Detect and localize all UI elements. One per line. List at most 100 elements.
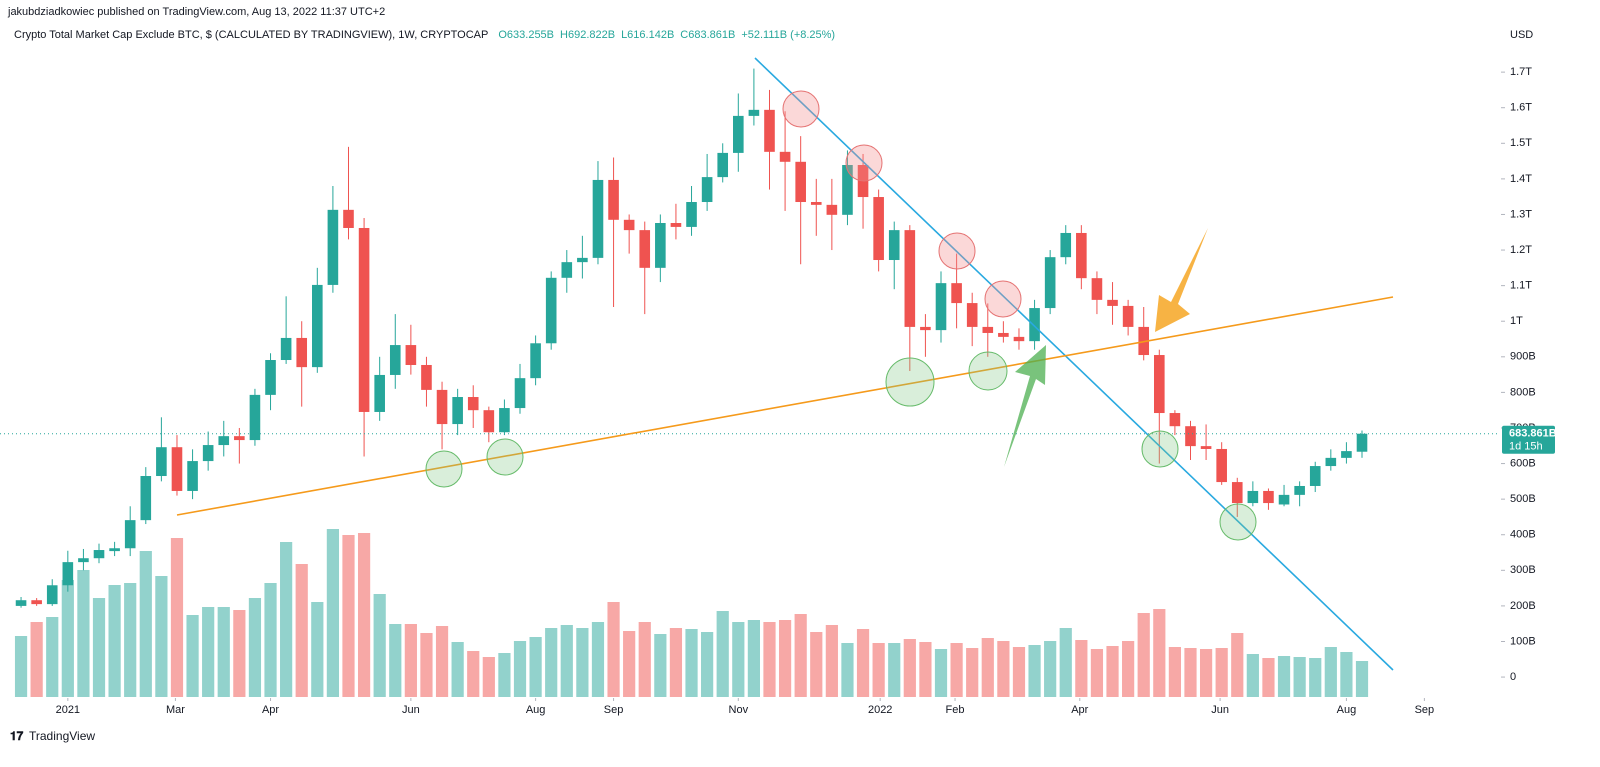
y-tick-label: 1.5T — [1510, 137, 1532, 149]
x-tick-label: Mar — [166, 704, 185, 716]
candle-body — [171, 447, 183, 491]
candle-body — [405, 345, 417, 365]
support-circle — [885, 357, 935, 407]
y-tick-label: 1.1T — [1510, 280, 1532, 292]
price-axis: 0100B200B300B400B500B600B700B800B900B1T1… — [56, 66, 1557, 716]
volume-bar — [841, 643, 854, 697]
candle-body — [452, 397, 463, 425]
volume-bar — [30, 622, 43, 697]
trend-line — [754, 57, 1394, 671]
volume-bar — [1168, 647, 1181, 697]
y-tick-label: 300B — [1510, 564, 1536, 576]
volume-bar — [233, 610, 246, 697]
volume-bar — [856, 629, 870, 697]
candle-body — [218, 436, 230, 446]
candle-body — [140, 476, 152, 521]
candle-body — [1060, 232, 1072, 258]
volume-bar — [872, 643, 885, 697]
candle-body — [1107, 299, 1118, 306]
candle-body — [1263, 490, 1274, 504]
candle-body — [202, 445, 214, 462]
support-circle — [1219, 503, 1257, 541]
y-tick-label: 900B — [1510, 351, 1536, 363]
volume-bar — [170, 538, 184, 697]
candle-body — [312, 284, 323, 368]
volume-bar — [217, 607, 230, 697]
candle-body — [1091, 278, 1103, 300]
y-tick-label: 800B — [1510, 386, 1536, 398]
volume-bar — [1293, 657, 1306, 697]
candle-body — [1247, 490, 1259, 504]
countdown-label: 1d 15h — [1509, 441, 1543, 453]
volume-bar — [966, 648, 979, 697]
candle-body — [623, 219, 635, 231]
volume-bar — [576, 628, 589, 697]
candle-body — [655, 223, 666, 268]
volume-bar — [1184, 648, 1197, 697]
volume-bar — [202, 607, 215, 697]
arrow — [1155, 228, 1208, 332]
publisher-line: jakubdziadkowiec published on TradingVie… — [7, 6, 385, 18]
volume-bar — [342, 535, 355, 697]
candle-body — [1231, 482, 1243, 504]
x-tick-label: Apr — [262, 704, 279, 716]
candle-body — [499, 408, 510, 433]
volume-bar — [1122, 641, 1135, 697]
support-circle — [425, 450, 463, 488]
candle-body — [296, 337, 308, 368]
candle-body — [779, 151, 791, 162]
support-circle — [1141, 430, 1179, 468]
volume-bar — [669, 628, 683, 697]
volume-bar — [997, 641, 1010, 697]
x-tick-label: Feb — [946, 704, 965, 716]
candle-body — [826, 204, 838, 215]
candle-body — [1294, 485, 1305, 495]
candle-body — [530, 343, 541, 379]
candle-body — [1076, 232, 1087, 279]
volume-bar — [1324, 647, 1337, 697]
candle-body — [1122, 305, 1134, 327]
candle-body — [686, 202, 697, 227]
candle-body — [670, 223, 682, 227]
ohlc-label: O633.255B — [498, 29, 554, 41]
resistance-circle — [984, 280, 1022, 318]
volume-bar — [810, 632, 823, 697]
candle-body — [561, 262, 573, 278]
volume-bar — [1262, 658, 1275, 697]
candle-body — [421, 364, 432, 390]
volume-bar — [1309, 658, 1322, 697]
candle-body — [343, 209, 354, 228]
candle-body — [1200, 446, 1212, 449]
candle-body — [920, 326, 931, 331]
volume-bar — [1106, 646, 1119, 697]
candle-body — [514, 378, 526, 409]
candle-body — [888, 230, 900, 261]
candle-body — [639, 230, 651, 268]
volume-bar — [763, 622, 776, 697]
candle-body — [467, 397, 479, 411]
candle-body — [156, 447, 167, 477]
volume-bar — [607, 602, 620, 697]
support-circle — [486, 438, 524, 476]
candle-body — [1309, 466, 1321, 486]
volume-bar — [1028, 645, 1041, 697]
volume-bar — [934, 649, 948, 697]
arrow — [1004, 345, 1046, 467]
volume-bar — [155, 576, 168, 697]
candle-layer — [0, 68, 1500, 608]
x-tick-label: Nov — [729, 704, 749, 716]
candle-body — [1154, 355, 1165, 414]
candle-body — [31, 600, 42, 605]
volume-bar — [950, 643, 963, 697]
volume-bar — [498, 653, 511, 697]
x-tick-label: Aug — [526, 704, 546, 716]
x-tick-label: 2022 — [868, 704, 892, 716]
footer-brand: TradingView — [29, 729, 95, 743]
candle-body — [358, 227, 370, 412]
currency: USD — [1510, 29, 1533, 41]
drawings — [176, 57, 1394, 671]
x-tick-label: Jun — [1211, 704, 1229, 716]
candle-body — [608, 179, 619, 220]
volume-bar — [732, 622, 745, 697]
